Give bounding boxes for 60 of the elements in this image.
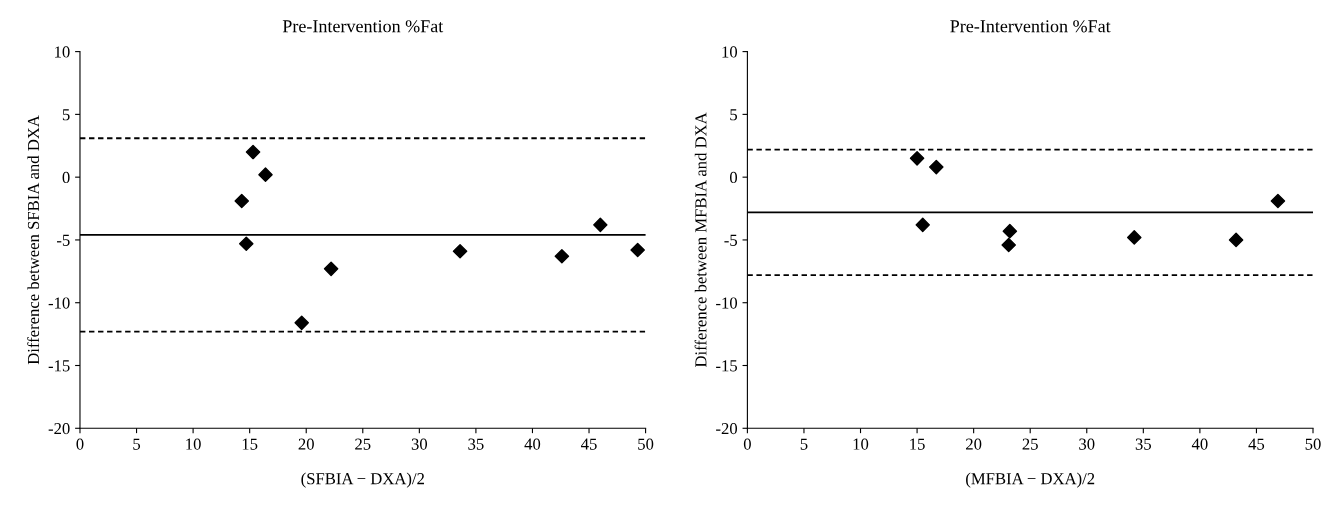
point [323, 261, 339, 277]
y-tick-label: 0 [62, 171, 70, 184]
y-tick-label: 0 [729, 171, 738, 184]
y-tick-label: 10 [722, 46, 738, 58]
point [593, 217, 608, 233]
point [452, 243, 468, 259]
x-tick-label: 15 [242, 438, 258, 450]
point [1228, 232, 1244, 248]
chart-title: Pre-Intervention %Fat [950, 20, 1111, 33]
x-tick-label: 5 [133, 438, 141, 450]
y-tick-label: -15 [716, 360, 738, 372]
point [258, 167, 273, 182]
y-tick-label: -20 [48, 422, 70, 435]
y-tick-label: -15 [48, 360, 70, 372]
x-tick-label: 35 [1135, 438, 1152, 450]
y-tick-label: -20 [716, 422, 738, 435]
point [245, 144, 261, 160]
y-axis-title: Difference between SFBIA and DXA [27, 115, 40, 365]
point [234, 193, 250, 209]
x-tick-label: 40 [1191, 438, 1208, 450]
chart-title: Pre-Intervention %Fat [282, 20, 444, 33]
y-tick-label: 5 [730, 109, 738, 121]
x-tick-label: 0 [76, 438, 84, 450]
x-tick-label: 5 [800, 438, 808, 450]
x-tick-label: 10 [853, 438, 869, 450]
y-tick-label: 10 [55, 46, 70, 58]
point [1270, 193, 1286, 209]
y-tick-label: 5 [62, 109, 70, 121]
x-tick-label: 15 [910, 438, 925, 450]
x-tick-label: 25 [1022, 438, 1038, 450]
point [294, 315, 309, 331]
point [915, 217, 931, 233]
x-tick-label: 50 [638, 438, 654, 450]
point [1001, 237, 1016, 253]
x-tick-label: 40 [524, 438, 541, 450]
point [909, 151, 925, 166]
x-tick-label: 20 [298, 438, 314, 450]
x-tick-label: 45 [581, 438, 597, 450]
x-tick-label: 20 [966, 438, 982, 450]
x-axis-title: (MFBIA − DXA)/2 [966, 472, 1095, 488]
x-axis-title: (SFBIA − DXA)/2 [301, 472, 424, 488]
x-tick-label: 10 [186, 438, 201, 450]
point [238, 236, 254, 251]
y-tick-label: -10 [48, 297, 70, 309]
x-tick-label: 50 [1305, 438, 1321, 450]
point [554, 248, 570, 264]
x-tick-label: 30 [411, 438, 428, 450]
point [1126, 230, 1142, 245]
x-tick-label: 25 [355, 438, 371, 450]
point [630, 242, 645, 258]
x-tick-label: 30 [1079, 438, 1095, 450]
y-axis-title: Difference between MFBIA and DXA [694, 112, 707, 368]
point [929, 159, 944, 175]
y-tick-label: -5 [724, 234, 738, 246]
x-tick-label: 45 [1248, 438, 1265, 450]
y-tick-label: -5 [56, 234, 70, 246]
x-tick-label: 0 [743, 438, 751, 450]
x-tick-label: 35 [468, 438, 484, 450]
point [1002, 223, 1018, 239]
y-tick-label: -10 [716, 297, 738, 309]
